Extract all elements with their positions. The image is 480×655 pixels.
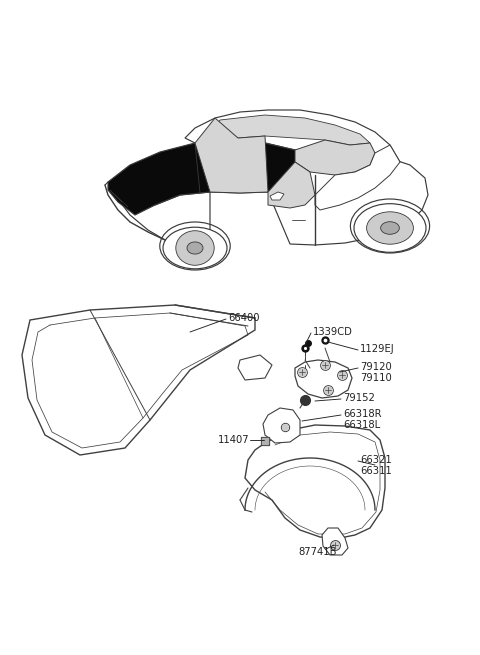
Polygon shape: [238, 355, 272, 380]
Polygon shape: [108, 182, 210, 255]
Text: 79152: 79152: [343, 393, 375, 403]
Text: 66318R: 66318R: [343, 409, 382, 419]
Ellipse shape: [381, 221, 399, 234]
Polygon shape: [270, 192, 284, 200]
Text: 66400: 66400: [228, 313, 260, 323]
Polygon shape: [268, 162, 315, 208]
Ellipse shape: [187, 242, 203, 254]
Ellipse shape: [163, 227, 227, 269]
Polygon shape: [263, 408, 300, 443]
Polygon shape: [195, 118, 268, 193]
Text: 79120: 79120: [360, 362, 392, 372]
Polygon shape: [268, 148, 428, 245]
Polygon shape: [245, 425, 385, 538]
Polygon shape: [295, 140, 375, 175]
Polygon shape: [315, 145, 400, 210]
Text: 66321: 66321: [360, 455, 392, 465]
Text: 1339CD: 1339CD: [313, 327, 353, 337]
Polygon shape: [322, 528, 348, 555]
Text: 11407: 11407: [218, 435, 250, 445]
Polygon shape: [22, 305, 255, 455]
Ellipse shape: [354, 204, 426, 252]
Polygon shape: [185, 110, 400, 162]
Text: 87741B: 87741B: [298, 547, 336, 557]
Polygon shape: [108, 140, 310, 215]
Text: 66311: 66311: [360, 466, 392, 476]
Text: 66318L: 66318L: [343, 420, 380, 430]
Polygon shape: [210, 115, 370, 145]
Text: 79110: 79110: [360, 373, 392, 383]
Ellipse shape: [176, 231, 214, 265]
Ellipse shape: [367, 212, 413, 244]
Polygon shape: [295, 360, 352, 398]
Text: 1129EJ: 1129EJ: [360, 344, 395, 354]
